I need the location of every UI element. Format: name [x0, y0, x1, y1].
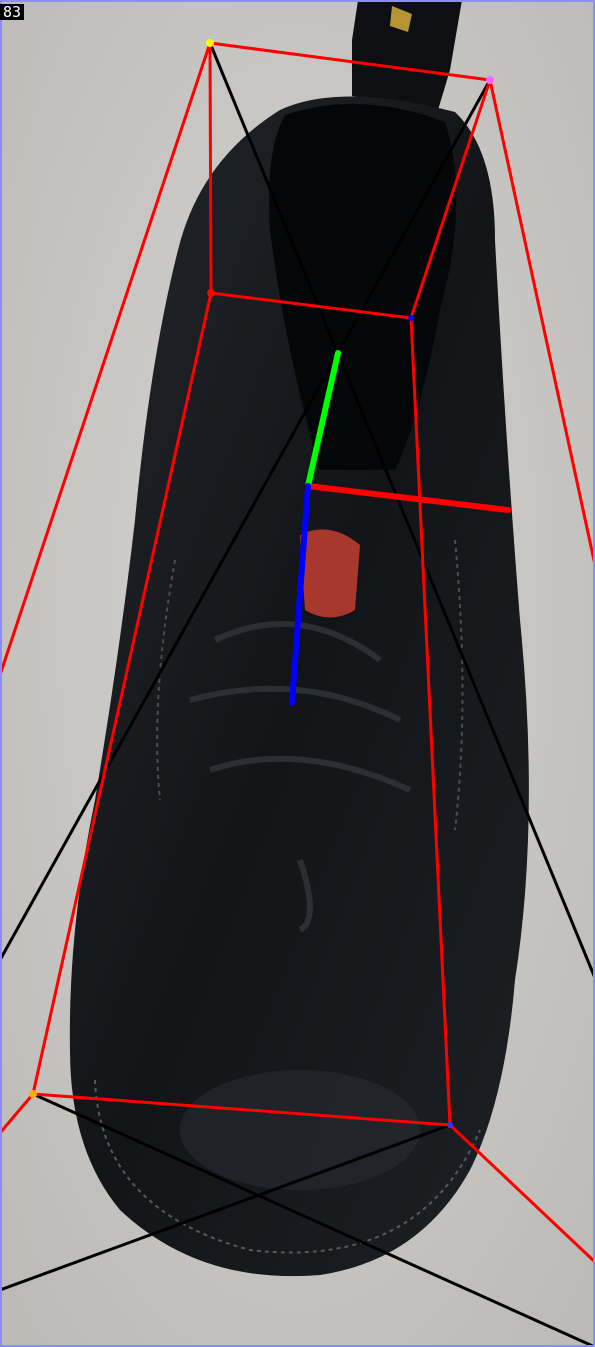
quarter-stitching	[156, 559, 176, 801]
pose-axis-y	[305, 350, 341, 489]
bbox-corner-marker	[486, 76, 494, 84]
tongue-label	[300, 529, 360, 618]
sole-stitching	[94, 1079, 481, 1254]
bbox-corner-marker	[29, 1090, 37, 1098]
quarter-stitching-right	[454, 539, 464, 831]
bbox-edges	[0, 41, 595, 1264]
pose-axis-x	[305, 483, 511, 513]
bbox-corner-marker	[207, 289, 215, 297]
bbox-diagonals	[0, 42, 595, 1347]
pull-tab	[352, 0, 462, 110]
bbox-corner-marker	[447, 1122, 453, 1128]
bbox-corner-marker	[206, 39, 214, 47]
toe-highlight	[180, 1070, 420, 1190]
pose-axis-z	[289, 483, 311, 706]
bbox-corner-marker	[408, 315, 414, 321]
boot-collar-opening	[269, 104, 457, 470]
frame-number-label: 83	[0, 4, 25, 20]
pull-tab-logo	[390, 6, 412, 32]
